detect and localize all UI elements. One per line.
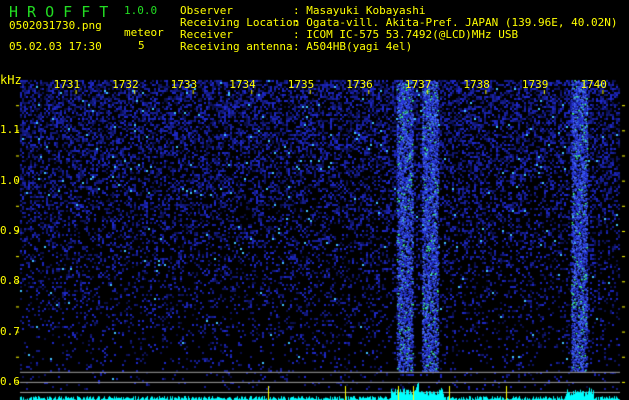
info-label-location: Receiving Location (180, 16, 300, 29)
info-value-antenna: : A504HB(yagi 4el) (293, 40, 413, 53)
x-tick-label: 1732 (112, 78, 139, 91)
y-axis-label: kHz (0, 73, 22, 87)
x-tick-label: 1738 (463, 78, 490, 91)
y-tick-label: 0.6 (0, 374, 20, 388)
filename: 0502031730.png (9, 19, 102, 32)
y-tick-label: 0.7 (0, 324, 20, 338)
y-tick-label: 0.9 (0, 223, 20, 237)
x-tick-label: 1737 (404, 78, 432, 91)
info-value-receiver: : ICOM IC-575 53.7492(@LCD)MHz USB (293, 28, 519, 41)
x-tick-label: 1731 (53, 78, 81, 91)
y-tick-label: 1.0 (0, 173, 20, 187)
app-version: 1.0.0 (124, 4, 158, 17)
y-tick-label: 1.1 (0, 123, 20, 137)
x-tick-label: 1733 (170, 78, 198, 91)
x-tick-label: 1734 (229, 78, 256, 91)
x-tick-label: 1740 (580, 78, 607, 91)
meteor-count: 5 (138, 39, 145, 52)
info-label-antenna: Receiving antenna (180, 40, 293, 53)
app-title: H R O F F T (9, 3, 109, 21)
info-label-receiver: Receiver (180, 28, 233, 41)
info-value-observer: : Masayuki Kobayashi (293, 4, 426, 17)
x-tick-label: 1735 (287, 78, 315, 91)
x-tick-label: 1736 (346, 78, 373, 91)
info-value-location: : Ogata-vill. Akita-Pref. JAPAN (139.96E… (293, 16, 618, 29)
meteor-label: meteor (124, 26, 164, 39)
y-tick-label: 0.8 (0, 274, 20, 288)
datetime: 05.02.03 17:30 (9, 40, 102, 53)
info-label-observer: Observer (180, 4, 233, 17)
x-tick-label: 1739 (521, 78, 549, 91)
